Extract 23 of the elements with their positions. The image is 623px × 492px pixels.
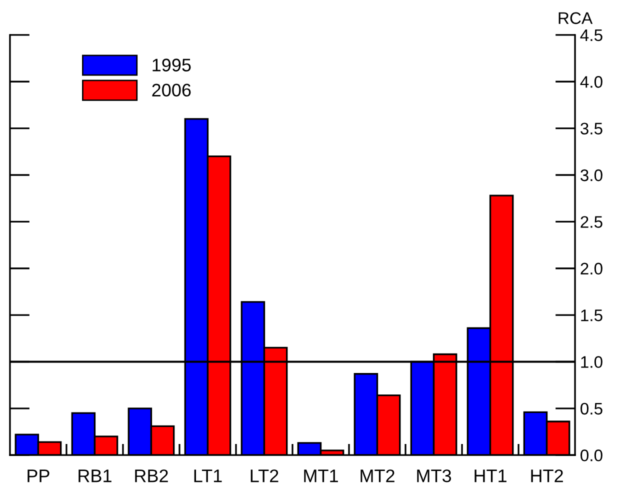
x-tick-label: LT1 [194, 470, 222, 482]
x-tick-label: LT2 [250, 469, 278, 482]
x-tick-label: MT2 [360, 469, 394, 482]
y-tick-label: 4.0 [580, 76, 602, 88]
x-tick-label: MT1 [304, 470, 338, 482]
y-tick-label: 1.5 [581, 310, 602, 322]
y-tick-label: 0.0 [580, 450, 602, 462]
y-tick-label: 1.0 [581, 356, 602, 368]
x-tick-label: MT3 [417, 469, 452, 482]
y-tick-label: 3.0 [580, 169, 602, 182]
x-tick-label: PP [28, 470, 50, 482]
y-tick-label: 0.5 [580, 402, 602, 415]
legend-label: 2006 [152, 84, 191, 97]
x-tick-label: HT1 [474, 470, 506, 482]
y-tick-label: 2.0 [580, 262, 602, 275]
y-axis-title: RCA [558, 12, 593, 24]
y-tick-label: 2.5 [580, 216, 602, 228]
x-tick-label: RB2 [135, 469, 168, 482]
y-tick-label: 4.5 [580, 30, 602, 42]
x-tick-label: HT2 [531, 469, 563, 482]
y-tick-label: 3.5 [580, 122, 602, 135]
legend-label: 1995 [152, 58, 191, 72]
x-tick-label: RB1 [78, 470, 112, 482]
